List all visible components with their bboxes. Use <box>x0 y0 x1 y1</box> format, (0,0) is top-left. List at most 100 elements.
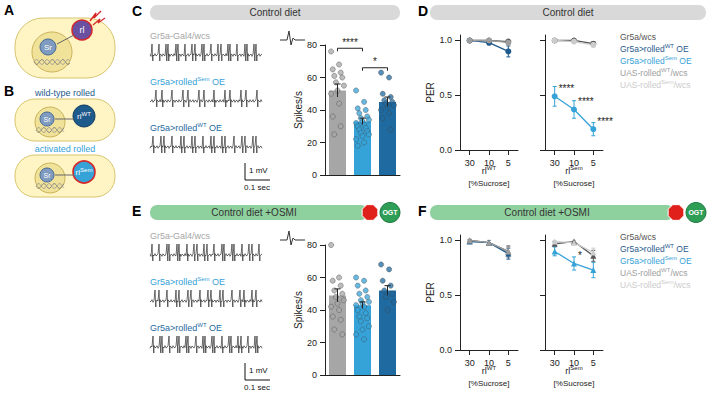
svg-text:OE: OE <box>674 44 689 54</box>
svg-text:PER: PER <box>425 82 436 103</box>
svg-text:****: **** <box>578 96 594 107</box>
svg-text:OE: OE <box>677 56 692 66</box>
svg-text:1.0: 1.0 <box>439 35 452 45</box>
svg-text:PER: PER <box>425 282 436 303</box>
svg-text:Gr5a>rolled: Gr5a>rolled <box>620 44 665 54</box>
svg-text:Gr5a-Gal4/wcs: Gr5a-Gal4/wcs <box>150 231 211 241</box>
svg-text:20: 20 <box>307 338 317 348</box>
svg-text:0.5: 0.5 <box>439 90 452 100</box>
svg-text:OGT: OGT <box>382 209 398 216</box>
svg-text:OGT: OGT <box>688 209 704 216</box>
svg-text:WT: WT <box>487 365 497 371</box>
svg-text:Gr5a>rolled: Gr5a>rolled <box>150 77 197 87</box>
svg-text:WT: WT <box>82 111 92 117</box>
svg-text:D: D <box>418 3 428 19</box>
svg-text:WT: WT <box>197 122 207 128</box>
svg-text:WT: WT <box>665 243 675 249</box>
svg-text:****: **** <box>342 37 358 48</box>
svg-text:/wcs: /wcs <box>673 80 690 90</box>
svg-text:0.1 sec: 0.1 sec <box>244 183 270 192</box>
svg-text:Gr5a>rolled: Gr5a>rolled <box>620 256 665 266</box>
svg-text:40: 40 <box>307 305 317 315</box>
svg-text:WT: WT <box>487 165 497 171</box>
svg-text:[%Sucrose]: [%Sucrose] <box>554 379 595 388</box>
svg-text:WT: WT <box>665 43 675 49</box>
svg-text:5: 5 <box>506 158 511 168</box>
svg-text:[%Sucrose]: [%Sucrose] <box>469 379 510 388</box>
svg-text:[%Sucrose]: [%Sucrose] <box>554 179 595 188</box>
svg-text:Gr5a>rolled: Gr5a>rolled <box>150 123 197 133</box>
svg-text:E: E <box>132 203 141 219</box>
svg-text:Control diet +OSMI: Control diet +OSMI <box>211 207 296 218</box>
svg-text:20: 20 <box>307 138 317 148</box>
svg-text:Sr: Sr <box>44 172 52 179</box>
svg-text:C: C <box>132 3 142 19</box>
svg-text:WT: WT <box>661 67 671 73</box>
svg-text:Gr5a/wcs: Gr5a/wcs <box>620 232 656 242</box>
svg-text:1 mV: 1 mV <box>249 166 268 175</box>
svg-text:Sem: Sem <box>665 255 677 261</box>
svg-text:60: 60 <box>307 273 317 283</box>
svg-text:*: * <box>373 56 377 67</box>
svg-text:A: A <box>4 2 14 18</box>
svg-text:5: 5 <box>506 358 511 368</box>
svg-text:Sem: Sem <box>661 79 673 85</box>
svg-text:Sem: Sem <box>570 365 582 371</box>
svg-text:Sr: Sr <box>44 43 52 52</box>
svg-text:5: 5 <box>591 358 596 368</box>
svg-text:30: 30 <box>465 358 475 368</box>
svg-text:5: 5 <box>591 158 596 168</box>
svg-text:/wcs: /wcs <box>670 68 687 78</box>
svg-text:B: B <box>4 83 14 99</box>
svg-text:rl: rl <box>80 25 85 35</box>
svg-text:0.1 sec: 0.1 sec <box>244 383 270 392</box>
svg-text:/wcs: /wcs <box>670 268 687 278</box>
svg-text:0.5: 0.5 <box>439 290 452 300</box>
svg-text:OE: OE <box>207 123 223 133</box>
svg-text:wild-type rolled: wild-type rolled <box>34 88 95 98</box>
svg-text:OE: OE <box>677 256 692 266</box>
svg-text:WT: WT <box>661 267 671 273</box>
svg-text:Gr5a>rolled: Gr5a>rolled <box>620 56 665 66</box>
svg-text:OE: OE <box>207 323 223 333</box>
svg-text:OE: OE <box>674 244 689 254</box>
svg-text:*: * <box>578 250 582 261</box>
svg-text:Control diet: Control diet <box>542 7 593 18</box>
svg-text:80: 80 <box>307 240 317 250</box>
svg-text:****: **** <box>559 83 575 94</box>
svg-text:30: 30 <box>465 158 475 168</box>
svg-text:UAS-rolled: UAS-rolled <box>620 80 661 90</box>
svg-text:[%Sucrose]: [%Sucrose] <box>469 179 510 188</box>
svg-text:Gr5a>rolled: Gr5a>rolled <box>620 244 665 254</box>
svg-text:/wcs: /wcs <box>673 280 690 290</box>
svg-text:UAS-rolled: UAS-rolled <box>620 280 661 290</box>
svg-text:Gr5a-Gal4/wcs: Gr5a-Gal4/wcs <box>150 31 211 41</box>
svg-text:30: 30 <box>550 158 560 168</box>
svg-text:30: 30 <box>550 358 560 368</box>
svg-text:OE: OE <box>210 77 226 87</box>
svg-text:Sr: Sr <box>44 116 52 123</box>
svg-text:OE: OE <box>210 277 226 287</box>
svg-text:80: 80 <box>307 40 317 50</box>
svg-text:Gr5a>rolled: Gr5a>rolled <box>150 323 197 333</box>
svg-text:Control diet: Control diet <box>249 7 300 18</box>
svg-text:Spikes/s: Spikes/s <box>293 291 304 329</box>
svg-text:0: 0 <box>312 170 317 180</box>
svg-text:Sem: Sem <box>570 165 582 171</box>
svg-text:0.0: 0.0 <box>439 145 452 155</box>
svg-text:Sem: Sem <box>661 279 673 285</box>
svg-text:0.0: 0.0 <box>439 345 452 355</box>
svg-text:Sem: Sem <box>80 167 92 173</box>
svg-text:F: F <box>418 203 427 219</box>
svg-text:Sem: Sem <box>197 76 209 82</box>
svg-text:40: 40 <box>307 105 317 115</box>
svg-text:Gr5a>rolled: Gr5a>rolled <box>150 277 197 287</box>
svg-text:1 mV: 1 mV <box>249 366 268 375</box>
svg-text:activated rolled: activated rolled <box>35 144 96 154</box>
svg-text:0: 0 <box>312 370 317 380</box>
svg-text:1.0: 1.0 <box>439 235 452 245</box>
svg-text:UAS-rolled: UAS-rolled <box>620 68 661 78</box>
svg-text:Control diet +OSMI: Control diet +OSMI <box>504 207 589 218</box>
svg-text:UAS-rolled: UAS-rolled <box>620 268 661 278</box>
svg-text:WT: WT <box>197 322 207 328</box>
